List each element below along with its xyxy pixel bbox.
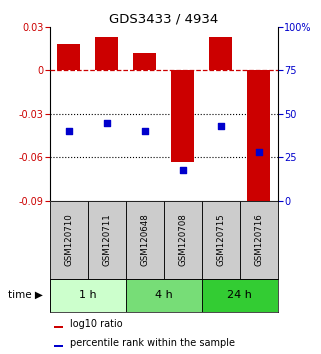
Bar <box>57 44 80 70</box>
Text: GSM120708: GSM120708 <box>178 213 187 266</box>
Bar <box>171 70 194 162</box>
Text: percentile rank within the sample: percentile rank within the sample <box>70 338 235 348</box>
Bar <box>164 201 202 279</box>
Point <box>180 167 185 172</box>
Point <box>256 149 261 155</box>
Bar <box>126 201 164 279</box>
Bar <box>50 279 126 312</box>
Bar <box>209 37 232 70</box>
Bar <box>88 201 126 279</box>
Point <box>104 120 109 125</box>
Point <box>142 129 147 134</box>
Text: time ▶: time ▶ <box>8 290 43 300</box>
Bar <box>240 201 278 279</box>
Bar <box>126 279 202 312</box>
Text: 4 h: 4 h <box>155 290 173 300</box>
Bar <box>202 201 240 279</box>
Text: GSM120648: GSM120648 <box>140 213 149 266</box>
Point <box>66 129 71 134</box>
Point <box>218 123 223 129</box>
Text: 1 h: 1 h <box>79 290 97 300</box>
Text: log10 ratio: log10 ratio <box>70 319 123 329</box>
Bar <box>54 345 64 347</box>
Bar <box>95 37 118 70</box>
Bar <box>202 279 278 312</box>
Text: GSM120715: GSM120715 <box>216 213 225 266</box>
Text: GSM120710: GSM120710 <box>64 213 73 266</box>
Bar <box>247 70 270 205</box>
Bar <box>54 326 64 328</box>
Title: GDS3433 / 4934: GDS3433 / 4934 <box>109 12 218 25</box>
Bar <box>133 53 156 70</box>
Text: GSM120711: GSM120711 <box>102 213 111 266</box>
Bar <box>50 201 88 279</box>
Text: GSM120716: GSM120716 <box>254 213 263 266</box>
Text: 24 h: 24 h <box>227 290 252 300</box>
